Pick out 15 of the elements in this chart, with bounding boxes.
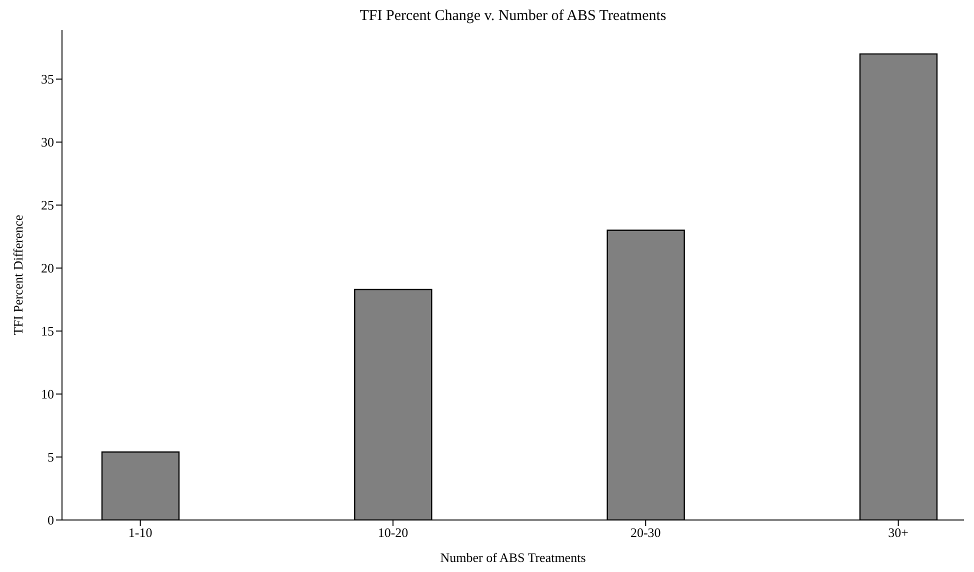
- y-axis-title: TFI Percent Difference: [10, 214, 26, 336]
- y-tick-label: 15: [41, 324, 54, 339]
- y-tick-label: 30: [41, 134, 54, 150]
- x-tick-label: 20-30: [630, 525, 661, 540]
- y-tick-label: 5: [48, 450, 54, 465]
- chart-title: TFI Percent Change v. Number of ABS Treatments: [358, 8, 668, 25]
- x-axis-title: Number of ABS Treatments: [440, 550, 586, 565]
- y-tick-label: 35: [41, 72, 54, 87]
- y-tick-label: 25: [41, 198, 54, 213]
- x-tick-label: 30+: [888, 525, 908, 540]
- y-tick-label: 0: [48, 512, 54, 528]
- x-tick-label: 1-10: [128, 525, 152, 540]
- x-tick-label: 10-20: [378, 525, 408, 540]
- y-tick-label: 10: [41, 386, 54, 402]
- y-tick-label: 20: [41, 260, 54, 276]
